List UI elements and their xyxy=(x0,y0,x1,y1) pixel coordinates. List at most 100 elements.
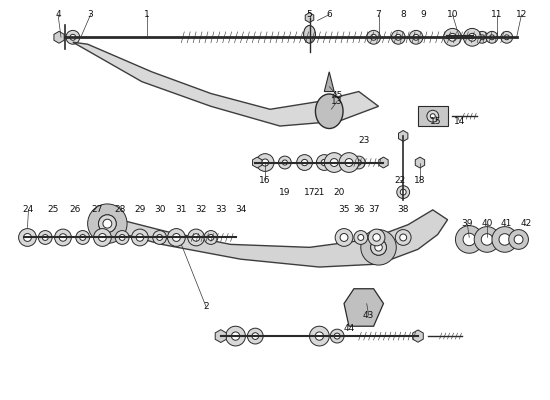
Circle shape xyxy=(468,33,476,41)
Circle shape xyxy=(80,234,86,240)
Polygon shape xyxy=(107,210,448,267)
Circle shape xyxy=(188,229,205,246)
Text: 30: 30 xyxy=(154,205,166,214)
Circle shape xyxy=(430,114,435,119)
Circle shape xyxy=(509,230,529,249)
Text: 25: 25 xyxy=(47,205,59,214)
Circle shape xyxy=(173,234,180,242)
Text: 34: 34 xyxy=(235,205,246,214)
Polygon shape xyxy=(305,13,314,22)
Text: 2: 2 xyxy=(203,302,209,311)
Circle shape xyxy=(168,228,185,246)
Text: 36: 36 xyxy=(353,205,365,214)
Text: 9: 9 xyxy=(420,10,426,19)
Circle shape xyxy=(463,28,481,46)
Circle shape xyxy=(486,31,498,43)
Text: 27: 27 xyxy=(92,205,103,214)
Polygon shape xyxy=(379,157,388,168)
Circle shape xyxy=(252,333,258,340)
Circle shape xyxy=(354,230,368,244)
Circle shape xyxy=(375,244,382,251)
Text: 16: 16 xyxy=(260,176,271,185)
Circle shape xyxy=(368,229,385,246)
Text: 23: 23 xyxy=(358,136,370,145)
Circle shape xyxy=(262,159,269,166)
Text: 41: 41 xyxy=(501,219,513,228)
Circle shape xyxy=(395,34,401,40)
Text: 7: 7 xyxy=(376,10,381,19)
Circle shape xyxy=(87,204,127,243)
Polygon shape xyxy=(54,31,64,43)
Polygon shape xyxy=(344,289,383,326)
Text: 38: 38 xyxy=(398,205,409,214)
Text: 24: 24 xyxy=(23,205,34,214)
Text: 19: 19 xyxy=(279,188,290,197)
Circle shape xyxy=(397,186,410,198)
Circle shape xyxy=(492,227,518,252)
Text: 13: 13 xyxy=(331,97,343,106)
Text: 32: 32 xyxy=(195,205,207,214)
Circle shape xyxy=(338,156,350,169)
Circle shape xyxy=(208,234,214,240)
Text: 33: 33 xyxy=(215,205,227,214)
Circle shape xyxy=(413,34,419,40)
Circle shape xyxy=(119,234,125,240)
Circle shape xyxy=(42,234,48,240)
Circle shape xyxy=(514,235,523,244)
Text: 43: 43 xyxy=(363,311,375,320)
Text: 26: 26 xyxy=(69,205,80,214)
Circle shape xyxy=(76,230,90,244)
Text: 29: 29 xyxy=(134,205,146,214)
Text: 14: 14 xyxy=(454,117,465,126)
Circle shape xyxy=(490,35,494,40)
Circle shape xyxy=(400,234,406,241)
Circle shape xyxy=(278,156,292,169)
Circle shape xyxy=(499,234,510,245)
Circle shape xyxy=(342,160,346,165)
Text: 5: 5 xyxy=(307,10,312,19)
Text: 6: 6 xyxy=(326,10,332,19)
Circle shape xyxy=(296,155,312,170)
Polygon shape xyxy=(73,42,378,126)
Text: 37: 37 xyxy=(368,205,380,214)
Circle shape xyxy=(345,158,353,166)
Circle shape xyxy=(480,35,485,40)
Circle shape xyxy=(232,332,240,340)
Text: 18: 18 xyxy=(414,176,426,185)
Circle shape xyxy=(501,31,513,43)
Text: 31: 31 xyxy=(175,205,187,214)
Circle shape xyxy=(335,228,353,246)
Circle shape xyxy=(474,227,500,252)
Circle shape xyxy=(367,30,381,44)
Circle shape xyxy=(361,230,397,265)
Circle shape xyxy=(136,234,144,241)
Circle shape xyxy=(157,234,163,240)
Text: 1: 1 xyxy=(144,10,150,19)
Text: 44: 44 xyxy=(343,324,355,333)
Text: 35: 35 xyxy=(338,205,350,214)
Polygon shape xyxy=(399,130,408,141)
Circle shape xyxy=(356,160,361,165)
Circle shape xyxy=(455,226,483,253)
Circle shape xyxy=(248,328,263,344)
Text: 3: 3 xyxy=(87,10,94,19)
Circle shape xyxy=(324,153,344,172)
Circle shape xyxy=(395,230,411,245)
Circle shape xyxy=(153,230,167,244)
Text: 22: 22 xyxy=(394,176,406,185)
Text: 12: 12 xyxy=(516,10,527,19)
Circle shape xyxy=(339,153,359,172)
Circle shape xyxy=(334,333,340,339)
Circle shape xyxy=(116,230,129,244)
Circle shape xyxy=(70,34,76,40)
Circle shape xyxy=(59,234,67,241)
Ellipse shape xyxy=(304,26,316,43)
Polygon shape xyxy=(418,106,448,126)
Circle shape xyxy=(316,155,332,170)
Circle shape xyxy=(54,229,72,246)
Circle shape xyxy=(98,234,106,242)
Circle shape xyxy=(282,160,288,165)
Text: 8: 8 xyxy=(400,10,406,19)
Text: 39: 39 xyxy=(461,219,473,228)
Circle shape xyxy=(66,30,80,44)
